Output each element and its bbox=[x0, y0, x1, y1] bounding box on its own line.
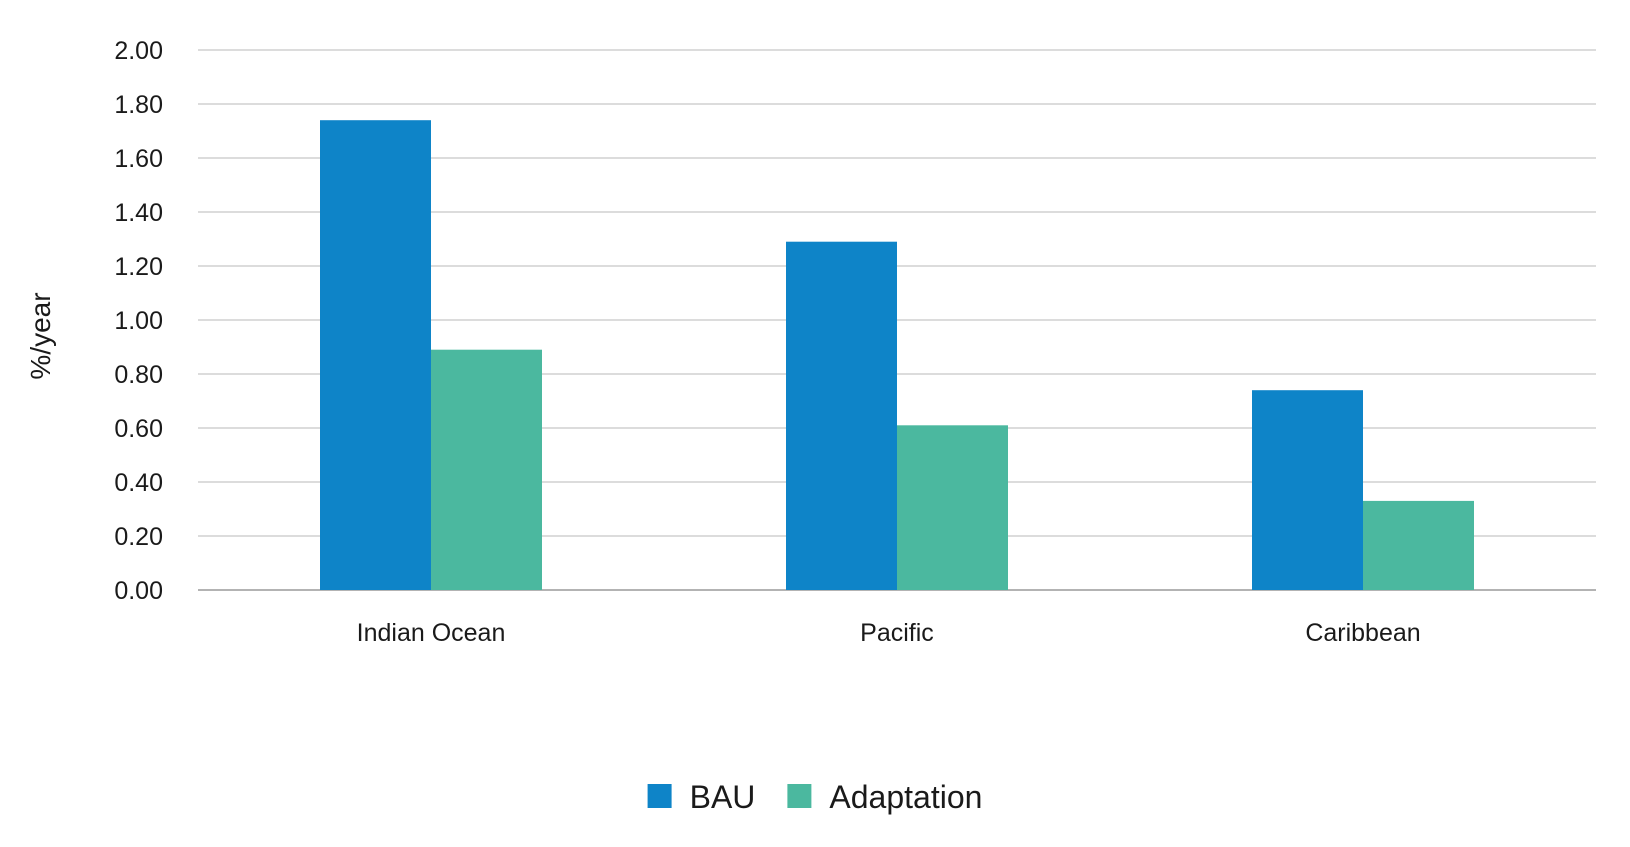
bar-bau-caribbean bbox=[1252, 390, 1363, 590]
legend-swatch-adaptation bbox=[787, 784, 812, 808]
legend-label-bau: BAU bbox=[690, 779, 756, 815]
bar-adaptation-indian-ocean bbox=[431, 349, 542, 590]
y-tick-label: 1.40 bbox=[114, 199, 163, 227]
x-category-label: Pacific bbox=[860, 619, 934, 647]
y-tick-label: 0.60 bbox=[114, 415, 163, 443]
bar-bau-pacific bbox=[786, 241, 897, 590]
x-category-label: Caribbean bbox=[1305, 619, 1420, 647]
y-tick-label: 1.20 bbox=[114, 253, 163, 281]
y-tick-label: 1.80 bbox=[114, 91, 163, 119]
y-axis-title: %/year bbox=[25, 292, 56, 379]
legend: BAU Adaptation bbox=[647, 779, 982, 815]
y-tick-label: 0.00 bbox=[114, 577, 163, 605]
x-axis-categories: Indian Ocean Pacific Caribbean bbox=[357, 619, 1421, 647]
y-tick-label: 0.20 bbox=[114, 523, 163, 551]
y-tick-label: 0.80 bbox=[114, 361, 163, 389]
x-category-label: Indian Ocean bbox=[357, 619, 506, 647]
y-tick-label: 0.40 bbox=[114, 469, 163, 497]
y-axis-ticks: 0.00 0.20 0.40 0.60 0.80 1.00 1.20 1.40 1.60 1.80… bbox=[114, 37, 163, 605]
bar-adaptation-pacific bbox=[897, 425, 1008, 590]
bar-bau-indian-ocean bbox=[320, 120, 431, 590]
y-tick-label: 2.00 bbox=[114, 37, 163, 65]
bar-adaptation-caribbean bbox=[1363, 500, 1474, 590]
legend-label-adaptation: Adaptation bbox=[829, 779, 982, 815]
y-tick-label: 1.00 bbox=[114, 307, 163, 335]
y-tick-label: 1.60 bbox=[114, 145, 163, 173]
bars bbox=[320, 120, 1474, 590]
legend-swatch-bau bbox=[647, 784, 672, 808]
